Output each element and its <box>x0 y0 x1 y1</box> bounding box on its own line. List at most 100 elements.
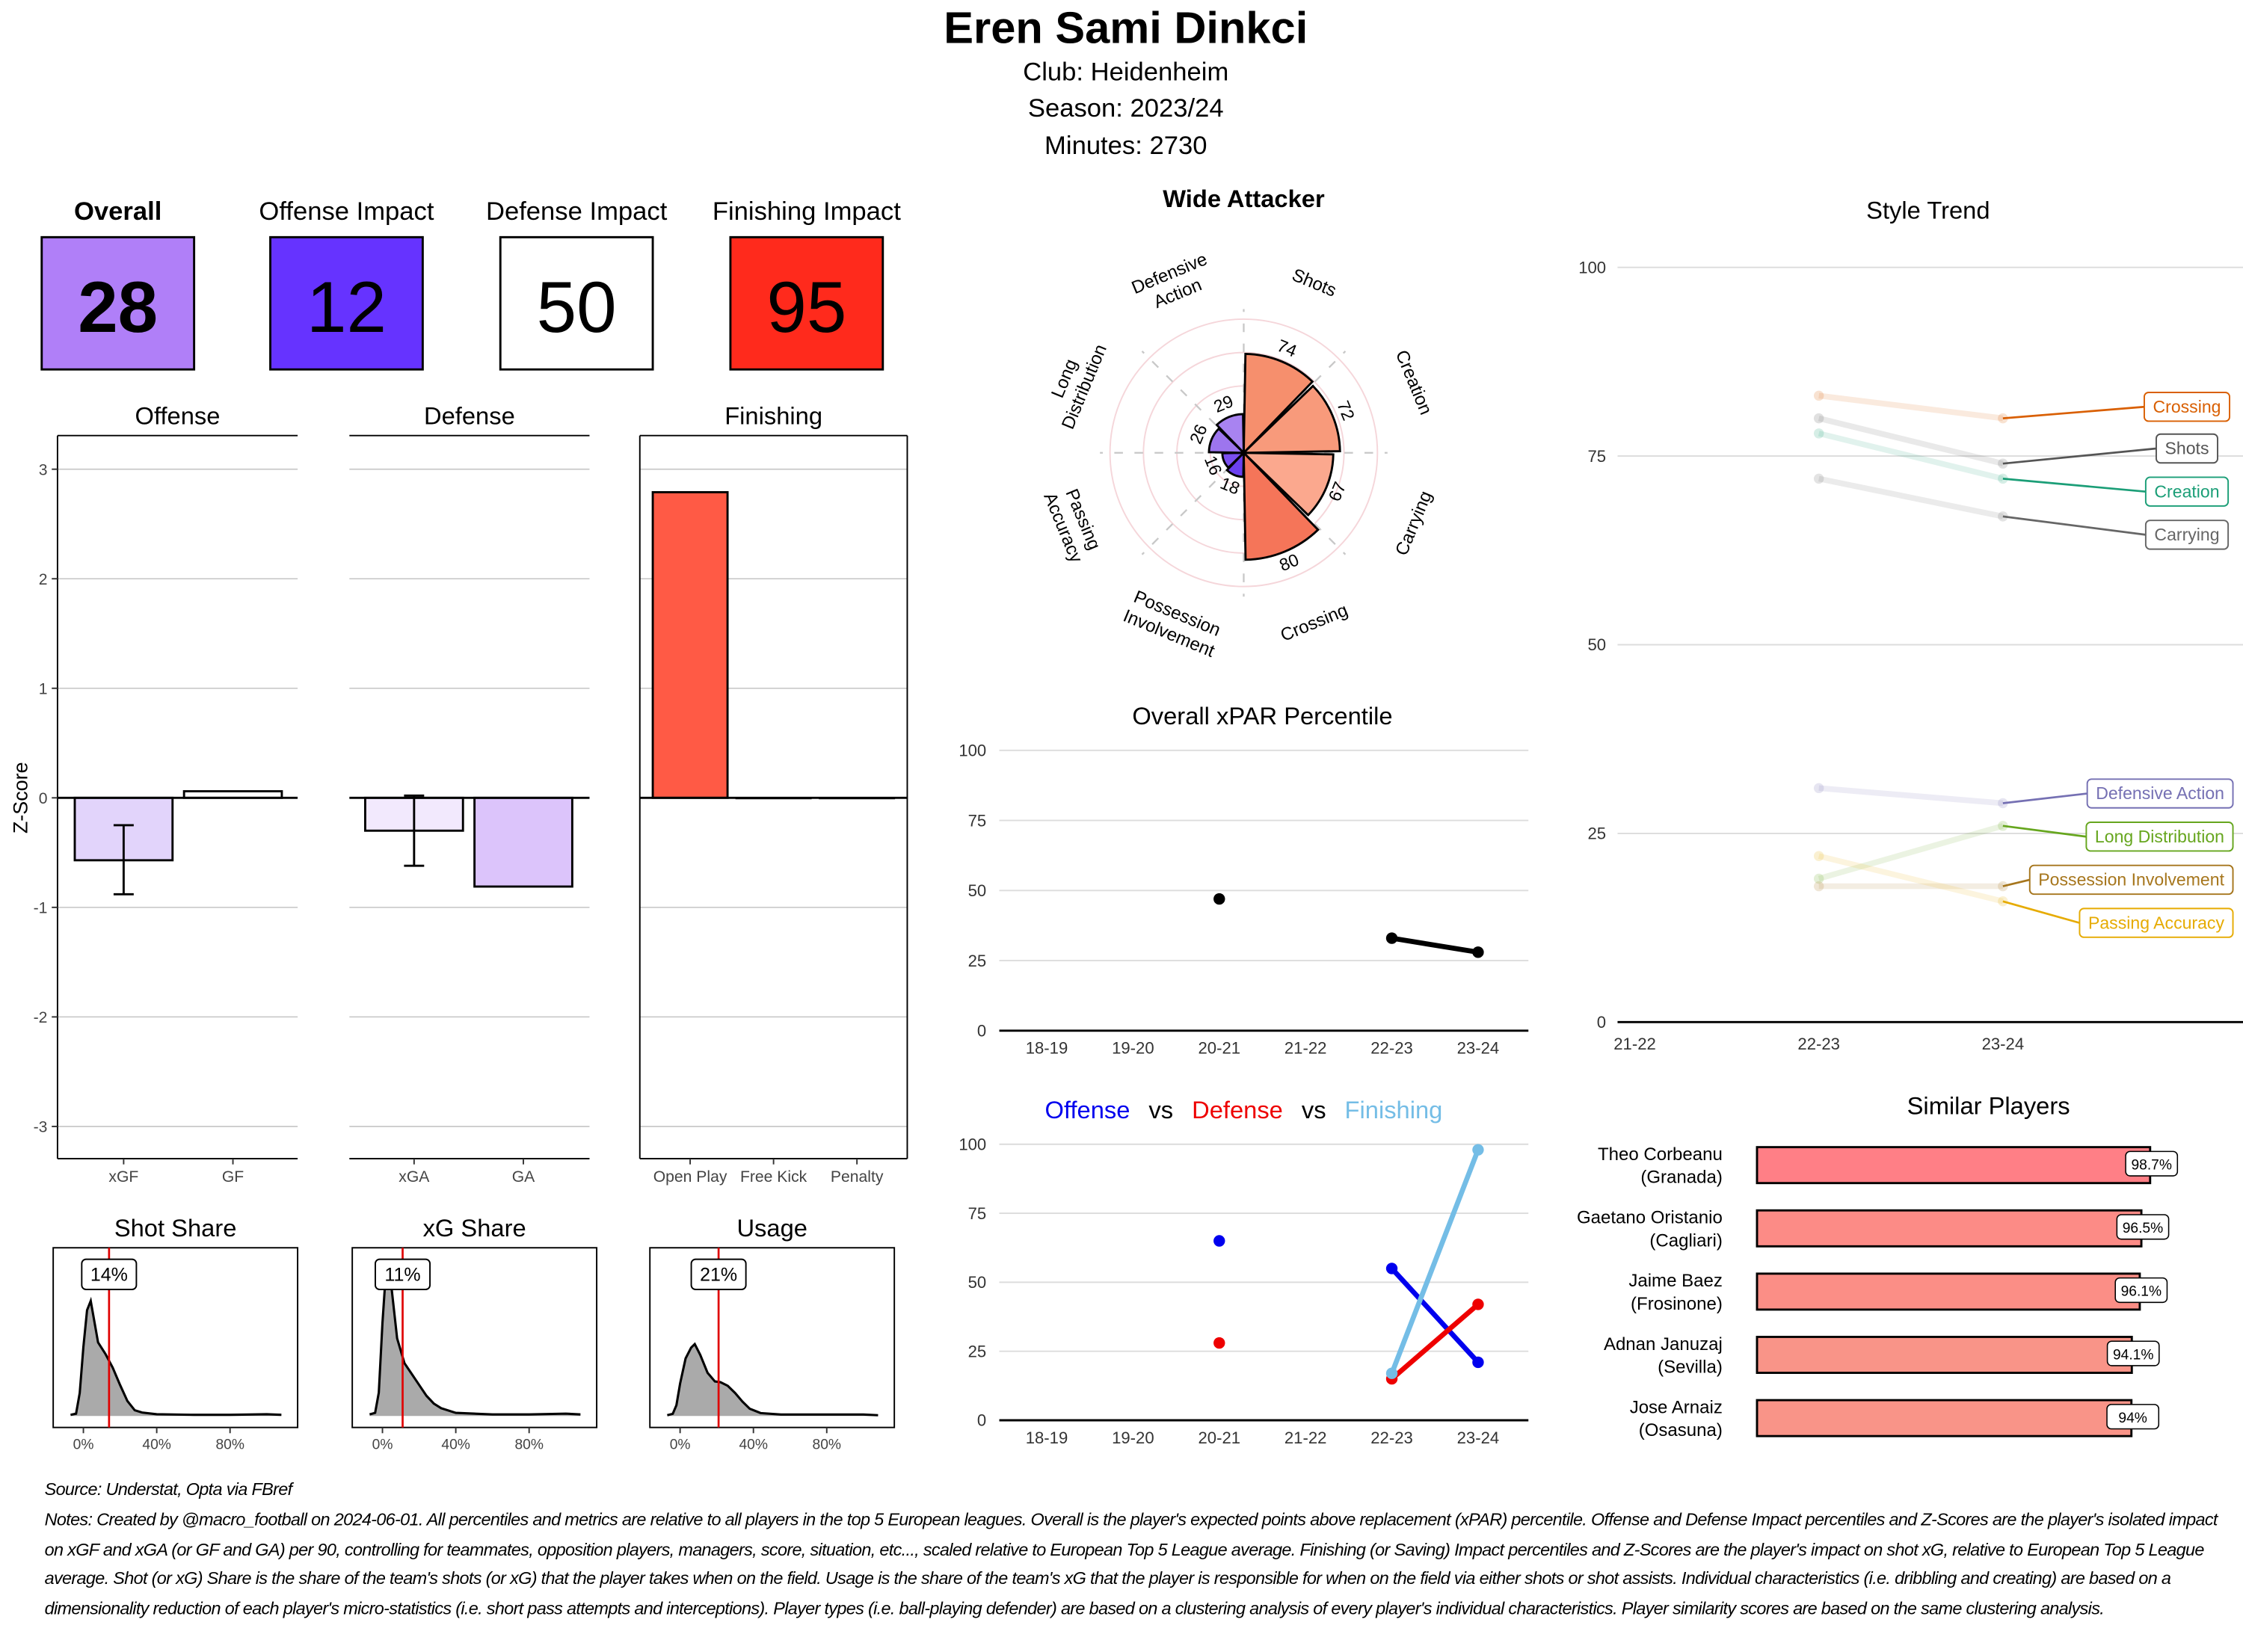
faded-trend-line <box>1818 823 2004 882</box>
player-club: (Cagliari) <box>1649 1230 1722 1251</box>
faded-point <box>1813 428 1824 439</box>
trend-leader-line <box>2002 825 2087 838</box>
impact-box <box>729 235 884 371</box>
y-tick-label: 50 <box>968 1273 987 1292</box>
faded-point <box>1813 413 1824 424</box>
impact-label: Finishing Impact <box>713 197 901 226</box>
faded-point <box>1998 458 2008 469</box>
similarity-value: 94.1% <box>2113 1347 2154 1363</box>
zscore-panel-defense: Defense xGA GA <box>349 401 590 1186</box>
trend-series-creation: Creation <box>1813 428 2230 507</box>
x-tick-label: 21-22 <box>1613 1035 1656 1053</box>
x-tick-label: 22-23 <box>1370 1428 1413 1447</box>
offense-defense-finishing-chart: Offense vs Defense vs Finishing 0 25 50 75 100 18-… <box>959 1096 1529 1447</box>
faded-trend-line <box>1818 415 2004 466</box>
impact-box <box>499 235 654 371</box>
y-tick-label: 100 <box>1578 258 1606 277</box>
x-tick-label: Free Kick <box>740 1168 807 1186</box>
footer-notes: Source: Understat, Opta via FBref Notes:… <box>45 1475 2230 1624</box>
faded-trend-line <box>1818 853 2004 904</box>
trend-series-possession-involvement: Possession Involvement <box>1813 864 2234 896</box>
label-line: Shots <box>1289 265 1339 300</box>
zscore-panel-finishing: Finishing Open Play Free Kick Penalty <box>639 401 908 1186</box>
trend-series-long-distribution: Long Distribution <box>1813 821 2234 884</box>
title-part: Defense <box>1192 1096 1283 1124</box>
trend-label-text: Possession Involvement <box>2038 870 2224 890</box>
trend-label-text: Passing Accuracy <box>2088 913 2224 932</box>
radar-title: Wide Attacker <box>1163 185 1325 212</box>
radar-bar-defensive-action <box>1215 413 1245 456</box>
title-part: Offense <box>1045 1096 1130 1124</box>
similarity-bar <box>1756 1272 2141 1311</box>
similar-player-row: Adnan Januzaj (Sevilla) 94.1% <box>1604 1334 2160 1378</box>
y-tick-label: 75 <box>968 1204 987 1223</box>
trend-label-text: Crossing <box>2153 397 2221 416</box>
y-tick-label: 100 <box>959 742 986 760</box>
trend-label-box <box>2144 520 2230 550</box>
radar-axis-label: DefensiveAction <box>1129 249 1219 318</box>
radar-axis-label: Carrying <box>1391 488 1436 558</box>
impact-box <box>269 235 424 371</box>
data-point <box>1472 1144 1484 1156</box>
density-panel-shot-share: Shot Share 14% 0% 40% 80% <box>52 1214 299 1452</box>
x-tick-label: 0% <box>670 1437 691 1452</box>
x-tick-label: 40% <box>739 1437 767 1452</box>
x-tick-label: 19-20 <box>1112 1428 1154 1447</box>
player-name: Jaime Baez <box>1628 1271 1722 1291</box>
source-text: Source: Understat, Opta via FBref <box>44 1479 293 1500</box>
style-trend-chart: Style Trend 0 25 50 75 100 21-22 22-23 23-24 Cros… <box>1578 196 2243 1053</box>
data-point <box>1213 1337 1225 1349</box>
faded-point <box>1813 851 1824 861</box>
density-line <box>70 1296 282 1417</box>
x-tick-label: GF <box>222 1168 244 1186</box>
similarity-value: 94% <box>2118 1411 2147 1426</box>
trend-label-box <box>2085 822 2234 852</box>
x-tick-label: xGA <box>399 1168 430 1186</box>
data-point <box>1385 932 1398 944</box>
data-point <box>1472 946 1484 958</box>
radar-bar-carrying <box>1240 451 1335 517</box>
club-subtitle: Club: Heidenheim <box>1023 58 1228 87</box>
faded-point <box>1998 413 2008 424</box>
player-name: Jose Arnaiz <box>1630 1397 1723 1417</box>
similarity-bar <box>1756 1146 2152 1185</box>
y-tick-label: 100 <box>959 1135 986 1153</box>
chart-title: Style Trend <box>1866 196 1990 224</box>
x-tick-label: 23-24 <box>1457 1428 1500 1447</box>
trend-label-box <box>2144 476 2230 507</box>
series-finishing <box>1385 1144 1484 1379</box>
season-subtitle: Season: 2023/24 <box>1028 94 1224 123</box>
similarity-badge <box>2125 1150 2179 1177</box>
series-segment <box>1390 1302 1480 1381</box>
bar-ga <box>473 796 573 888</box>
faded-trend-line <box>1818 431 2004 482</box>
x-tick-label: 0% <box>372 1437 393 1452</box>
series-segment <box>1391 935 1479 955</box>
impact-value: 28 <box>78 268 158 348</box>
data-point <box>1385 1263 1398 1275</box>
faded-trend-line <box>1818 475 2004 520</box>
player-name: Adnan Januzaj <box>1604 1334 1723 1354</box>
similarity-value: 96.5% <box>2123 1221 2164 1236</box>
y-axis-label: Z-Score <box>10 762 32 833</box>
x-tick-label: 22-23 <box>1370 1039 1413 1058</box>
trend-leader-line <box>2002 447 2157 465</box>
x-tick-label: xGF <box>108 1168 138 1186</box>
x-tick-label: 80% <box>514 1437 543 1452</box>
series-segment <box>1389 1148 1481 1375</box>
trend-label-text: Defensive Action <box>2096 783 2224 803</box>
y-tick-label: 0 <box>977 1411 986 1430</box>
similarity-badge <box>2106 1340 2160 1366</box>
radar-bar-long-distribution <box>1207 427 1247 454</box>
radar-axis-label: Crossing <box>1278 600 1351 646</box>
player-value-label: 14% <box>90 1264 128 1285</box>
radar-value-label: 26 <box>1186 422 1211 447</box>
similar-player-row: Gaetano Oristanio(Cagliari) 96.5% <box>1577 1208 2170 1251</box>
y-tick-label: 25 <box>968 952 987 970</box>
density-area <box>369 1260 581 1417</box>
y-tick-label: 0 <box>977 1022 986 1041</box>
x-tick-label: 18-19 <box>1026 1428 1068 1447</box>
label-line: Carrying <box>1391 488 1436 558</box>
radar-value-label: 72 <box>1333 398 1359 423</box>
trend-series-shots: Shots <box>1813 413 2218 469</box>
